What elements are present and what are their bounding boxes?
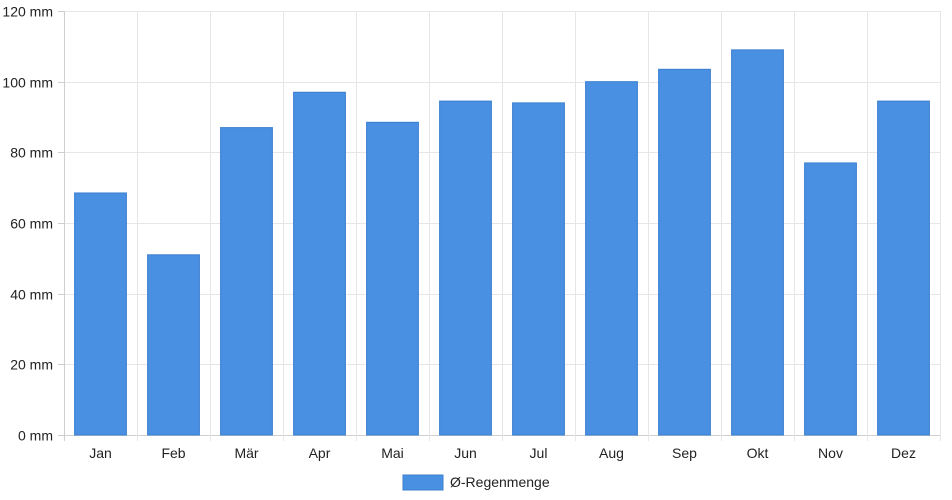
legend-swatch <box>402 474 444 491</box>
x-tick-label: Okt <box>747 445 769 461</box>
y-tick-label: 100 mm <box>2 75 53 91</box>
y-tick-label: 120 mm <box>2 4 53 20</box>
x-tick-label: Feb <box>161 445 185 461</box>
x-tick-label: Jan <box>89 445 112 461</box>
y-tick-label: 20 mm <box>10 357 53 373</box>
x-tick-label: Nov <box>818 445 843 461</box>
y-tick-label: 60 mm <box>10 216 53 232</box>
bar[interactable] <box>366 121 419 436</box>
bar[interactable] <box>293 91 346 436</box>
y-tick-label: 40 mm <box>10 287 53 303</box>
x-tick-label: Mär <box>234 445 258 461</box>
bar[interactable] <box>439 100 492 436</box>
bar[interactable] <box>220 127 273 436</box>
bar[interactable] <box>731 49 784 436</box>
bar[interactable] <box>512 102 565 436</box>
gridlines <box>64 11 941 441</box>
x-tick-label: Apr <box>309 445 331 461</box>
y-tick-label: 0 mm <box>18 428 53 444</box>
bar[interactable] <box>658 68 711 436</box>
bar[interactable] <box>585 81 638 436</box>
legend-label: Ø-Regenmenge <box>450 474 550 490</box>
x-tick-label: Dez <box>891 445 916 461</box>
x-tick-label: Jun <box>454 445 477 461</box>
y-tick-label: 80 mm <box>10 145 53 161</box>
x-tick-label: Mai <box>381 445 404 461</box>
bars <box>74 49 930 436</box>
x-tick-label: Jul <box>530 445 548 461</box>
x-tick-label: Aug <box>599 445 624 461</box>
legend[interactable]: Ø-Regenmenge <box>402 474 550 491</box>
bar[interactable] <box>804 162 857 436</box>
x-tick-label: Sep <box>672 445 697 461</box>
bar[interactable] <box>877 100 930 436</box>
bar[interactable] <box>147 254 200 436</box>
axes: 0 mm 20 mm 40 mm 60 mm 80 mm 100 mm 120 mm Jan F… <box>2 4 916 462</box>
bar[interactable] <box>74 192 127 436</box>
